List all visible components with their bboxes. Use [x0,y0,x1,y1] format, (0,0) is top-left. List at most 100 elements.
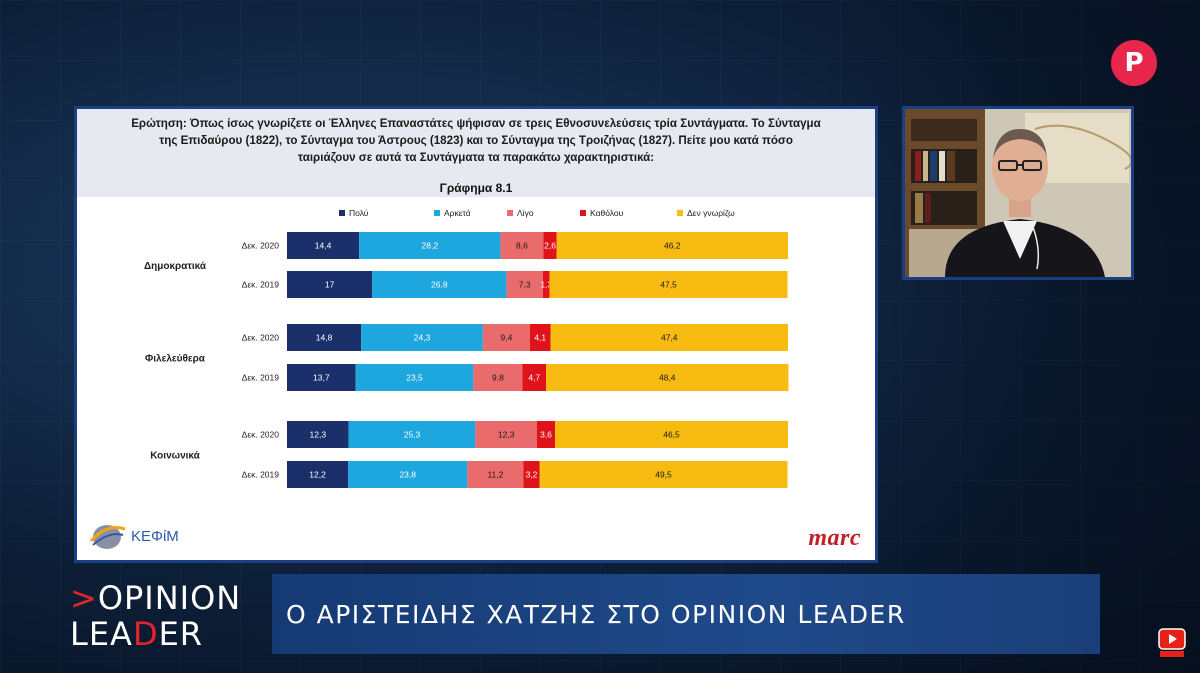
kefim-emblem-icon [89,525,126,549]
data-label: 14,8 [316,333,333,343]
data-label: 47,5 [660,280,677,290]
bar-segment [348,461,468,488]
data-label: 23,5 [406,373,423,383]
lower-third-text: Ο ΑΡΙΣΤΕΙΔΗΣ ΧΑΤΖΗΣ ΣΤΟ OPINION LEADER [286,599,906,629]
question-text: Ερώτηση: Όπως ίσως γνωρίζετε οι Έλληνες … [87,115,865,166]
data-label: 3,6 [540,430,552,440]
group-label: Δημοκρατικά [144,261,207,272]
channel-logo-letter: P [1124,48,1144,78]
question-box: Ερώτηση: Όπως ίσως γνωρίζετε οι Έλληνες … [77,109,875,197]
group-label: Κοινωνικά [150,451,200,462]
data-label: 12,3 [310,430,327,440]
bar-segment [287,461,349,488]
data-label: 26,8 [431,280,448,290]
bar-segment [467,461,524,488]
data-label: 12,2 [309,470,326,480]
kefim-logo: ΚΕΦίΜ [89,521,179,551]
row-label: Δεκ. 2019 [242,373,280,383]
bar-segment [556,232,788,259]
legend-item: Καθόλου [580,208,624,218]
data-label: 23,8 [399,470,416,480]
chart-panel: Ερώτηση: Όπως ίσως γνωρίζετε οι Έλληνες … [74,106,878,563]
bar-segment [473,364,523,391]
bar-segment [372,271,507,298]
bar-segment [539,461,788,488]
legend-swatch [677,210,683,216]
legend-item: Πολύ [339,208,369,218]
data-label: 14,4 [315,241,332,251]
subscribe-icon[interactable] [1158,628,1186,658]
logo-line-1: >OPINION [70,580,250,616]
data-label: 9,8 [492,373,504,383]
row-label: Δεκ. 2019 [242,280,280,290]
legend-label: Αρκετά [444,208,471,218]
data-label: 49,5 [655,470,672,480]
logo-word-er: ER [158,615,204,653]
bar-segment [475,421,537,448]
bar-segment [287,232,360,259]
data-label: 46,5 [663,430,680,440]
logo-accent-arrow: > [70,579,98,617]
question-line: Ερώτηση: Όπως ίσως γνωρίζετε οι Έλληνες … [131,117,821,130]
guest-video-feed [902,106,1134,280]
bar-segment [287,421,349,448]
data-label: 4,7 [528,373,540,383]
data-label: 1,3 [540,280,552,290]
logo-line-2: LEADER [70,616,250,652]
bar-segment [536,421,556,448]
row-label: Δεκ. 2020 [242,430,280,440]
logo-word-lea: LEA [70,615,133,653]
bar-segment [287,364,356,391]
bar-segment [506,271,544,298]
bar-segment [555,421,788,448]
bar-segment [546,364,789,391]
data-label: 48,4 [659,373,676,383]
data-label: 24,3 [414,333,431,343]
data-label: 47,4 [661,333,678,343]
group-label: Φιλελεύθερα [145,354,206,365]
chart-title: Γράφημα 8.1 [439,181,513,195]
bar-segment [348,421,476,448]
bar-segment [523,461,540,488]
data-label: 4,1 [534,333,546,343]
stacked-bar-chart: Πολύ Αρκετά Λίγο Καθόλου Δεν γνωρίζω Δημοκρατ… [144,208,789,488]
data-label: 3,2 [526,470,538,480]
data-label: 9,4 [501,333,513,343]
data-label: 12,3 [498,430,515,440]
bar-segment [500,232,544,259]
data-label: 25,3 [404,430,421,440]
legend-item: Δεν γνωρίζω [677,208,735,218]
legend-label: Δεν γνωρίζω [687,208,735,218]
opinion-leader-logo: >OPINION LEADER [70,580,250,652]
legend-label: Λίγο [517,208,534,218]
lower-third-banner: Ο ΑΡΙΣΤΕΙΔΗΣ ΧΑΤΖΗΣ ΣΤΟ OPINION LEADER [272,574,1100,654]
legend-label: Καθόλου [590,208,624,218]
legend-item: Αρκετά [434,208,471,218]
question-line: της Επιδαύρου (1822), το Σύνταγμα του Άσ… [159,134,793,147]
data-label: 17 [325,280,335,290]
legend-swatch [339,210,345,216]
row-label: Δεκ. 2020 [242,241,280,251]
bar-segment [355,364,474,391]
kefim-logo-text: ΚΕΦίΜ [131,527,179,545]
data-label: 46,2 [664,241,681,251]
legend-swatch [580,210,586,216]
row-label: Δεκ. 2020 [242,333,280,343]
row-label: Δεκ. 2019 [242,470,280,480]
data-label: 11,2 [487,470,503,480]
legend-label: Πολύ [349,208,369,218]
bar-segment [482,324,530,351]
bar-segment [549,271,788,298]
bar-segment [361,324,483,351]
legend-swatch [507,210,513,216]
guest-video-image [905,109,1131,277]
bar-segment [543,232,557,259]
bar-segment [550,324,788,351]
legend-swatch [434,210,440,216]
marc-logo: marc [808,525,861,551]
logo-accent-d: D [132,615,159,653]
data-label: 28,2 [422,241,439,251]
logo-word-opinion: OPINION [97,579,242,617]
data-label: 2,6 [544,241,556,251]
bar-segment [522,364,547,391]
